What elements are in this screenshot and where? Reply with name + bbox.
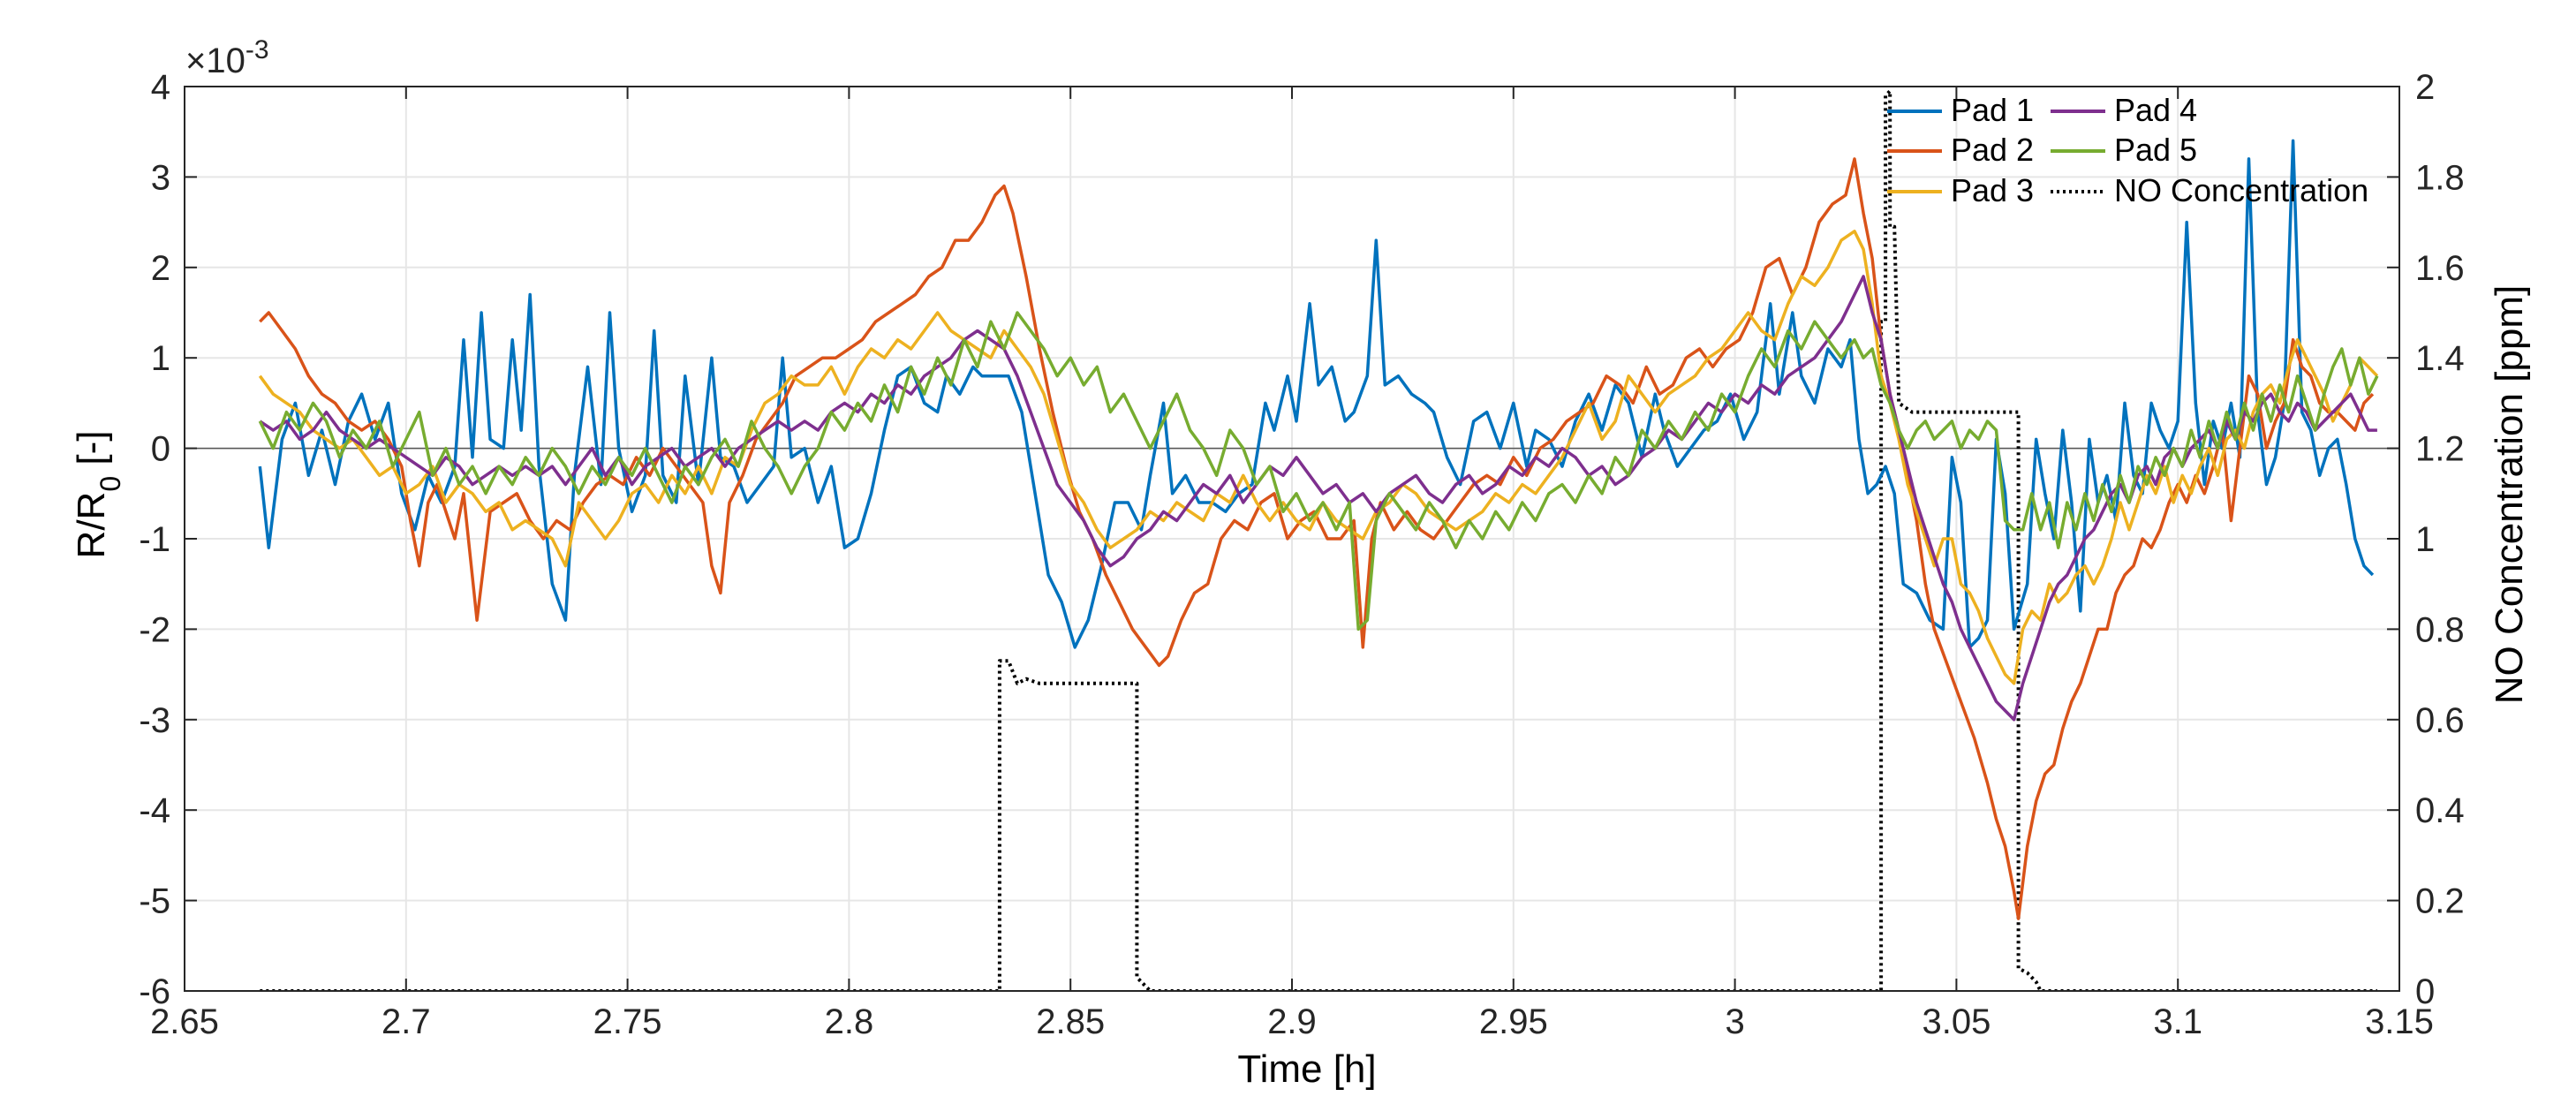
legend: Pad 1 Pad 2 Pad 3 Pad 4 Pad 5 NO Concentratio… [1887,92,2368,208]
y-right-tick-label: 1.2 [2415,430,2465,469]
x-tick-label: 2.7 [381,1002,431,1041]
y-left-tick-label: 4 [151,68,170,107]
y-axis-exponent-power: -3 [246,35,269,64]
x-tick-label: 3.15 [2365,1002,2434,1041]
axes [184,86,2400,992]
y-left-tick-label: 1 [151,339,170,378]
y-right-tick-label: 1.4 [2415,339,2465,378]
y-right-tick-label: 0.2 [2415,882,2465,921]
series-line-pad-5 [258,311,2379,631]
y-axis-left-title-main: R/R [70,492,113,559]
series-line-pad-3 [258,230,2379,685]
y-left-tick-label: -2 [139,610,170,649]
y-axis-right-title: NO Concentration [ppm] [2488,285,2531,704]
y-right-tick-label: 1.8 [2415,158,2465,197]
x-tick-label: 2.95 [1479,1002,1548,1041]
y-left-tick-label: 2 [151,249,170,288]
y-left-tick-label: -4 [139,791,170,830]
y-axis-left-title: R/R0 [-] [70,431,126,559]
y-left-tick-label: 3 [151,158,170,197]
x-tick-label: 3 [1725,1002,1744,1041]
legend-label: Pad 4 [2114,92,2197,128]
y-right-tick-label: 0.6 [2415,701,2465,740]
y-axis-exponent-base: ×10 [185,42,246,80]
x-axis-title: Time [h] [1237,1047,1376,1091]
x-tick-label: 2.85 [1036,1002,1105,1041]
legend-label: Pad 1 [1951,92,2034,128]
y-right-tick-label: 1.6 [2415,249,2465,288]
series-line-no-concentration [260,89,2377,991]
y-right-tick-label: 1 [2415,520,2435,559]
y-left-tick-label: 0 [151,430,170,469]
x-tick-label: 3.1 [2153,1002,2202,1041]
x-tick-label: 3.05 [1922,1002,1991,1041]
y-axis-exponent: ×10-3 [185,35,269,80]
y-left-tick-label: -1 [139,520,170,559]
y-right-tick-label: 2 [2415,68,2435,107]
y-right-tick-label: 0.8 [2415,610,2465,649]
y-right-tick-label: 0 [2415,972,2435,1011]
x-tick-label: 2.65 [150,1002,219,1041]
tick-labels: 2.65 2.7 2.75 2.8 2.85 2.9 2.95 3 3.05 3.1 3.15 -6 -… [139,68,2464,1041]
legend-label: Pad 5 [2114,132,2197,168]
y-left-tick-label: -6 [139,972,170,1011]
series-line-pad-4 [259,275,2377,722]
y-axis-left-title-subscript: 0 [94,476,126,492]
y-left-tick-label: -5 [139,882,170,921]
x-tick-label: 2.9 [1267,1002,1317,1041]
y-axis-left-title-suffix: [-] [70,431,113,476]
legend-label: Pad 3 [1951,172,2034,208]
x-tick-label: 2.75 [593,1002,662,1041]
y-left-tick-label: -3 [139,701,170,740]
x-tick-label: 2.8 [825,1002,874,1041]
y-right-tick-label: 0.4 [2415,791,2465,830]
legend-label: NO Concentration [2114,172,2368,208]
legend-label: Pad 2 [1951,132,2034,168]
plot-area [258,89,2379,991]
